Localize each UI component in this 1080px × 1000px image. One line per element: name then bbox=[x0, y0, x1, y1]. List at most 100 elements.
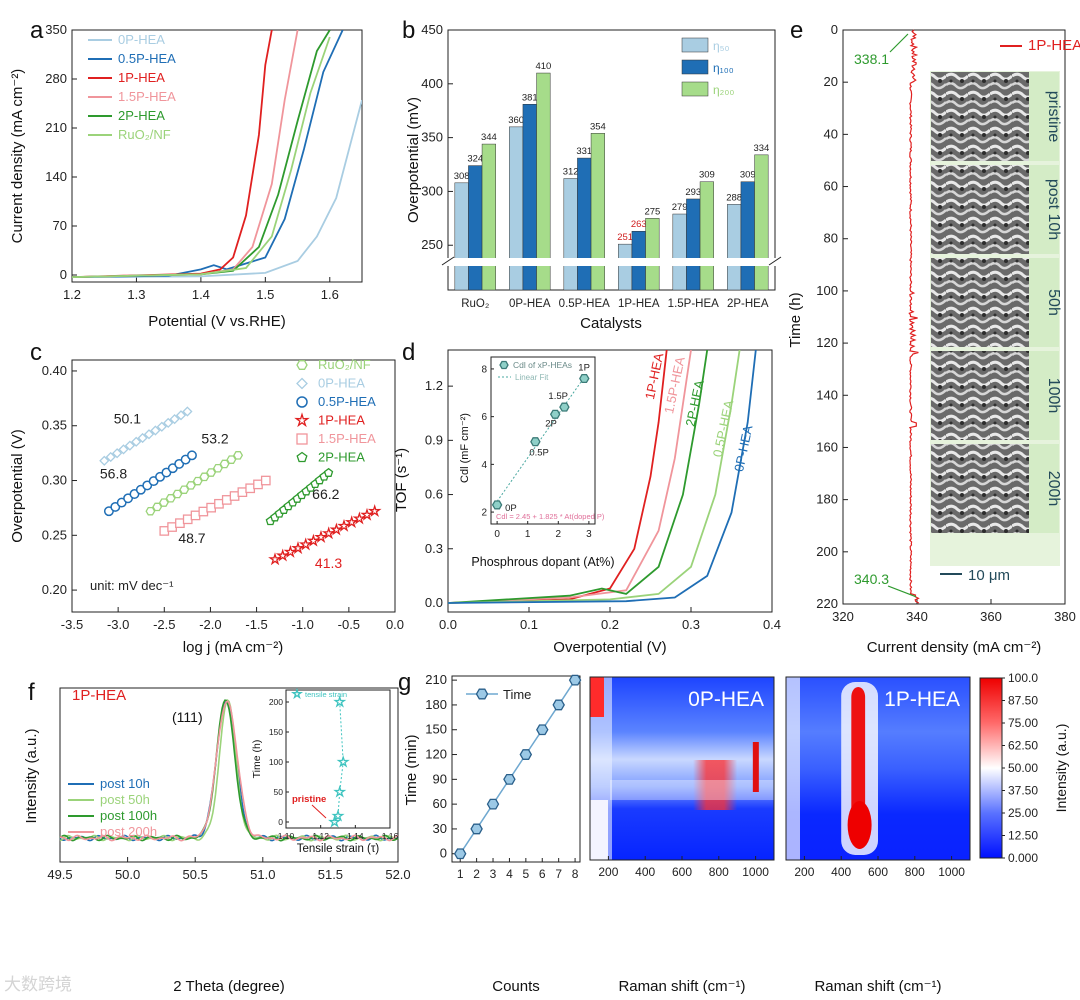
heatmap-base bbox=[590, 677, 774, 860]
data-point bbox=[156, 421, 167, 432]
y-tick-label: 8 bbox=[481, 364, 487, 375]
data-point bbox=[124, 440, 136, 451]
x-tick-label: 49.5 bbox=[47, 867, 72, 882]
bar-value-label: 324 bbox=[467, 154, 483, 165]
y-tick-label: 210 bbox=[45, 120, 67, 135]
bar-value-label: 331 bbox=[576, 146, 592, 157]
y-tick-label: 150 bbox=[269, 727, 283, 737]
heatmap-hotspot bbox=[752, 742, 759, 792]
y-tick-label: 100 bbox=[816, 283, 838, 298]
x-tick-label: 51.5 bbox=[318, 867, 343, 882]
y-tick-label: 6 bbox=[481, 412, 487, 423]
x-tick-label: 380 bbox=[1054, 609, 1076, 624]
data-point bbox=[296, 377, 308, 390]
data-point bbox=[152, 502, 163, 512]
heatmap-band bbox=[610, 780, 774, 800]
x-tick-label: -1.0 bbox=[292, 617, 314, 632]
colorbar-tick-label: 37.50 bbox=[1008, 784, 1038, 798]
y-tick-label: 150 bbox=[425, 722, 447, 737]
legend-label: RuO₂/NF bbox=[118, 127, 171, 142]
sem-label: pristine bbox=[1045, 91, 1062, 143]
x-tick-label: 5 bbox=[523, 867, 530, 881]
peak-label: (111) bbox=[172, 709, 203, 725]
plot-frame bbox=[447, 29, 776, 291]
y-tick-label: 350 bbox=[421, 130, 443, 145]
data-point bbox=[212, 463, 223, 473]
data-point bbox=[206, 502, 216, 513]
colorbar-tick-label: 12.50 bbox=[1008, 829, 1038, 843]
x-tick-label: 800 bbox=[905, 865, 925, 879]
annotation-arrow bbox=[887, 585, 917, 598]
slope-label: 50.1 bbox=[114, 411, 141, 427]
y-tick-label: 60 bbox=[824, 179, 838, 194]
sem-label: 50h bbox=[1045, 289, 1062, 316]
legend-label: post 200h bbox=[100, 824, 157, 839]
data-point bbox=[559, 402, 570, 412]
y-tick-label: 0.30 bbox=[42, 473, 67, 488]
data-point bbox=[367, 504, 382, 518]
series-label: 0P-HEA bbox=[731, 424, 756, 473]
bar-value-label: 279 bbox=[672, 202, 688, 213]
data-point bbox=[519, 749, 533, 760]
legend-swatch bbox=[681, 59, 709, 75]
data-point bbox=[187, 450, 197, 461]
y-tick-label: 0.25 bbox=[42, 527, 67, 542]
panel-a: a 1.2 1.3 1.4 1.5 1.6 0 70 140 210 280 350 0P-HEA 0.5… bbox=[9, 17, 363, 330]
data-point bbox=[237, 487, 248, 498]
colorbar-tick-label: 75.00 bbox=[1008, 716, 1038, 730]
data-point bbox=[298, 537, 313, 551]
y-tick-label: 0.20 bbox=[42, 582, 67, 597]
bar-value-label: 263 bbox=[631, 219, 647, 230]
x-tick-label: 1000 bbox=[742, 865, 769, 879]
data-point bbox=[111, 448, 123, 459]
y-tick-label: 200 bbox=[269, 697, 283, 707]
x-tick-label: 600 bbox=[672, 865, 692, 879]
sem-label: post 10h bbox=[1045, 179, 1062, 240]
plot-frame bbox=[842, 29, 1066, 605]
inset-x-label: Tensile strain (τ) bbox=[297, 843, 380, 855]
inset-annotation: pristine bbox=[292, 794, 326, 805]
x-axis-label: Raman shift (cm⁻¹) bbox=[814, 978, 941, 995]
data-point bbox=[296, 360, 308, 370]
data-point bbox=[172, 489, 183, 499]
y-tick-label: 40 bbox=[824, 126, 838, 141]
bar-value-label: 251 bbox=[617, 232, 633, 243]
data-point bbox=[199, 472, 210, 482]
panel-letter: c bbox=[30, 339, 42, 366]
x-tick-label: 0.3 bbox=[682, 617, 700, 632]
y-tick-label: 0 bbox=[278, 817, 283, 827]
data-point bbox=[337, 518, 351, 532]
bar-value-label: 334 bbox=[753, 143, 769, 154]
annotation: 340.3 bbox=[854, 571, 889, 587]
x-tick-label: -1.5 bbox=[245, 617, 267, 632]
data-point bbox=[314, 529, 328, 543]
x-tick-label: 50.5 bbox=[183, 867, 208, 882]
x-tick-label: 0 bbox=[494, 529, 500, 540]
y-axis-label: Overpotential (V) bbox=[9, 429, 26, 542]
x-tick-label: 1.5P-HEA bbox=[668, 298, 719, 310]
data-point bbox=[105, 451, 116, 463]
data-point bbox=[163, 417, 174, 429]
y-tick-label: 30 bbox=[433, 821, 447, 836]
y-axis-label: Cdl (mF cm⁻²) bbox=[459, 413, 471, 483]
y-tick-label: 350 bbox=[45, 22, 67, 37]
data-point bbox=[333, 785, 347, 798]
y-tick-label: 80 bbox=[824, 231, 838, 246]
panel-d: d 0.0 0.1 0.2 0.3 0.4 0.0 0.3 0.6 0.9 1.2 1P-HEA 1.5… bbox=[393, 339, 781, 656]
x-tick-label: 400 bbox=[635, 865, 655, 879]
legend-label: 0P-HEA bbox=[318, 376, 365, 391]
data-point bbox=[118, 444, 129, 455]
heatmap-hotspot bbox=[590, 677, 604, 717]
inset-frame bbox=[490, 356, 596, 525]
legend-label: η₅₀ bbox=[713, 39, 730, 53]
series-line bbox=[908, 29, 920, 604]
y-tick-label: 120 bbox=[816, 335, 838, 350]
bar-value-label: 410 bbox=[535, 61, 551, 72]
x-tick-label: 2P-HEA bbox=[727, 298, 769, 310]
panel-letter: g bbox=[398, 669, 411, 696]
plot-frame bbox=[451, 675, 581, 863]
x-tick-label: 3 bbox=[490, 867, 497, 881]
data-point bbox=[530, 437, 541, 447]
y-tick-label: 0.6 bbox=[425, 487, 443, 502]
fit-line bbox=[496, 374, 587, 502]
